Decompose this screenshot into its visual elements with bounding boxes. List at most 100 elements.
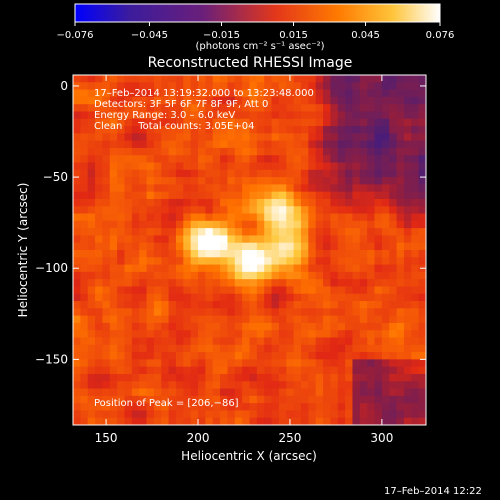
heatmap-cell xyxy=(352,89,361,98)
heatmap-cell xyxy=(242,417,250,426)
heatmap-cell xyxy=(95,140,103,149)
heatmap-cell xyxy=(352,359,361,368)
heatmap-cell xyxy=(411,344,420,353)
heatmap-cell xyxy=(124,388,133,397)
heatmap-cell xyxy=(242,279,250,287)
heatmap-cell xyxy=(330,301,339,309)
heatmap-cell xyxy=(175,82,184,91)
heatmap-cell xyxy=(102,126,111,134)
heatmap-cell xyxy=(117,279,125,287)
heatmap-cell xyxy=(323,111,331,120)
heatmap-cell xyxy=(381,257,390,266)
heatmap-cell xyxy=(389,410,398,419)
heatmap-cell xyxy=(367,373,376,382)
heatmap-cell xyxy=(374,250,383,258)
heatmap-cell xyxy=(418,118,427,127)
heatmap-cell xyxy=(139,286,148,295)
heatmap-cell xyxy=(293,315,302,324)
heatmap-cell xyxy=(242,111,250,120)
heatmap-cell xyxy=(73,228,81,236)
heatmap-cell xyxy=(198,293,206,302)
heatmap-cell xyxy=(190,352,199,360)
heatmap-cell xyxy=(286,337,295,346)
heatmap-cell xyxy=(117,126,125,134)
heatmap-cell xyxy=(198,147,206,156)
heatmap-cell xyxy=(198,395,206,404)
heatmap-cell xyxy=(396,301,405,309)
heatmap-cell xyxy=(374,191,383,200)
heatmap-cell xyxy=(308,242,317,251)
heatmap-cell xyxy=(337,264,346,273)
heatmap-cell xyxy=(315,395,324,404)
heatmap-cell xyxy=(278,140,287,149)
heatmap-cell xyxy=(175,147,184,156)
heatmap-cell xyxy=(411,301,420,309)
heatmap-cell xyxy=(278,359,287,368)
heatmap-cell xyxy=(403,169,412,178)
heatmap-cell xyxy=(300,315,309,324)
heatmap-cell xyxy=(220,381,228,390)
heatmap-cell xyxy=(381,96,390,105)
heatmap-cell xyxy=(131,286,140,295)
heatmap-cell xyxy=(190,315,199,324)
heatmap-cell xyxy=(337,126,346,134)
heatmap-cell xyxy=(352,147,361,156)
heatmap-cell xyxy=(381,388,390,397)
heatmap-cell xyxy=(345,228,353,236)
heatmap-cell xyxy=(102,322,111,331)
heatmap-cell xyxy=(227,162,236,171)
heatmap-cell xyxy=(293,111,302,120)
heatmap-cell xyxy=(315,133,324,142)
heatmap-cell xyxy=(256,403,265,411)
heatmap-cell xyxy=(264,198,273,207)
heatmap-cell xyxy=(286,381,295,390)
heatmap-cell xyxy=(293,373,302,382)
heatmap-cell xyxy=(315,366,324,375)
heatmap-cell xyxy=(278,126,287,134)
heatmap-cell xyxy=(146,89,155,98)
heatmap-cell xyxy=(411,330,420,338)
heatmap-cell xyxy=(396,264,405,273)
heatmap-cell xyxy=(95,133,103,142)
heatmap-cell xyxy=(367,293,376,302)
colorbar-unit-label: (photons cm⁻² s⁻¹ asec⁻²) xyxy=(195,41,324,52)
heatmap-cell xyxy=(146,96,155,105)
heatmap-cell xyxy=(389,82,398,91)
heatmap-cell xyxy=(175,177,184,185)
heatmap-cell xyxy=(345,198,353,207)
heatmap-cell xyxy=(249,82,258,91)
heatmap-cell xyxy=(411,155,420,163)
heatmap-cell xyxy=(278,271,287,280)
heatmap-cell xyxy=(220,169,228,178)
heatmap-cell xyxy=(73,395,81,404)
heatmap-cell xyxy=(205,293,214,302)
heatmap-cell xyxy=(168,104,177,112)
heatmap-cell xyxy=(131,155,140,163)
heatmap-cell xyxy=(323,344,331,353)
heatmap-cell xyxy=(109,352,118,360)
heatmap-cell xyxy=(396,89,405,98)
heatmap-cell xyxy=(271,228,280,236)
heatmap-cell xyxy=(308,198,317,207)
heatmap-cell xyxy=(249,271,258,280)
heatmap-cell xyxy=(330,118,339,127)
heatmap-cell xyxy=(234,366,243,375)
heatmap-cell xyxy=(87,89,96,98)
heatmap-cell xyxy=(183,337,192,346)
heatmap-cell xyxy=(117,250,125,258)
heatmap-cell xyxy=(117,184,125,193)
heatmap-cell xyxy=(153,417,162,426)
heatmap-cell xyxy=(271,220,280,229)
heatmap-cell xyxy=(293,89,302,98)
heatmap-cell xyxy=(205,184,214,193)
heatmap-cell xyxy=(300,381,309,390)
heatmap-cell xyxy=(109,213,118,222)
heatmap-cell xyxy=(286,322,295,331)
heatmap-cell xyxy=(345,417,353,426)
heatmap-cell xyxy=(205,286,214,295)
heatmap-cell xyxy=(271,322,280,331)
heatmap-cell xyxy=(418,140,427,149)
heatmap-cell xyxy=(308,373,317,382)
heatmap-cell xyxy=(403,330,412,338)
heatmap-cell xyxy=(271,104,280,112)
